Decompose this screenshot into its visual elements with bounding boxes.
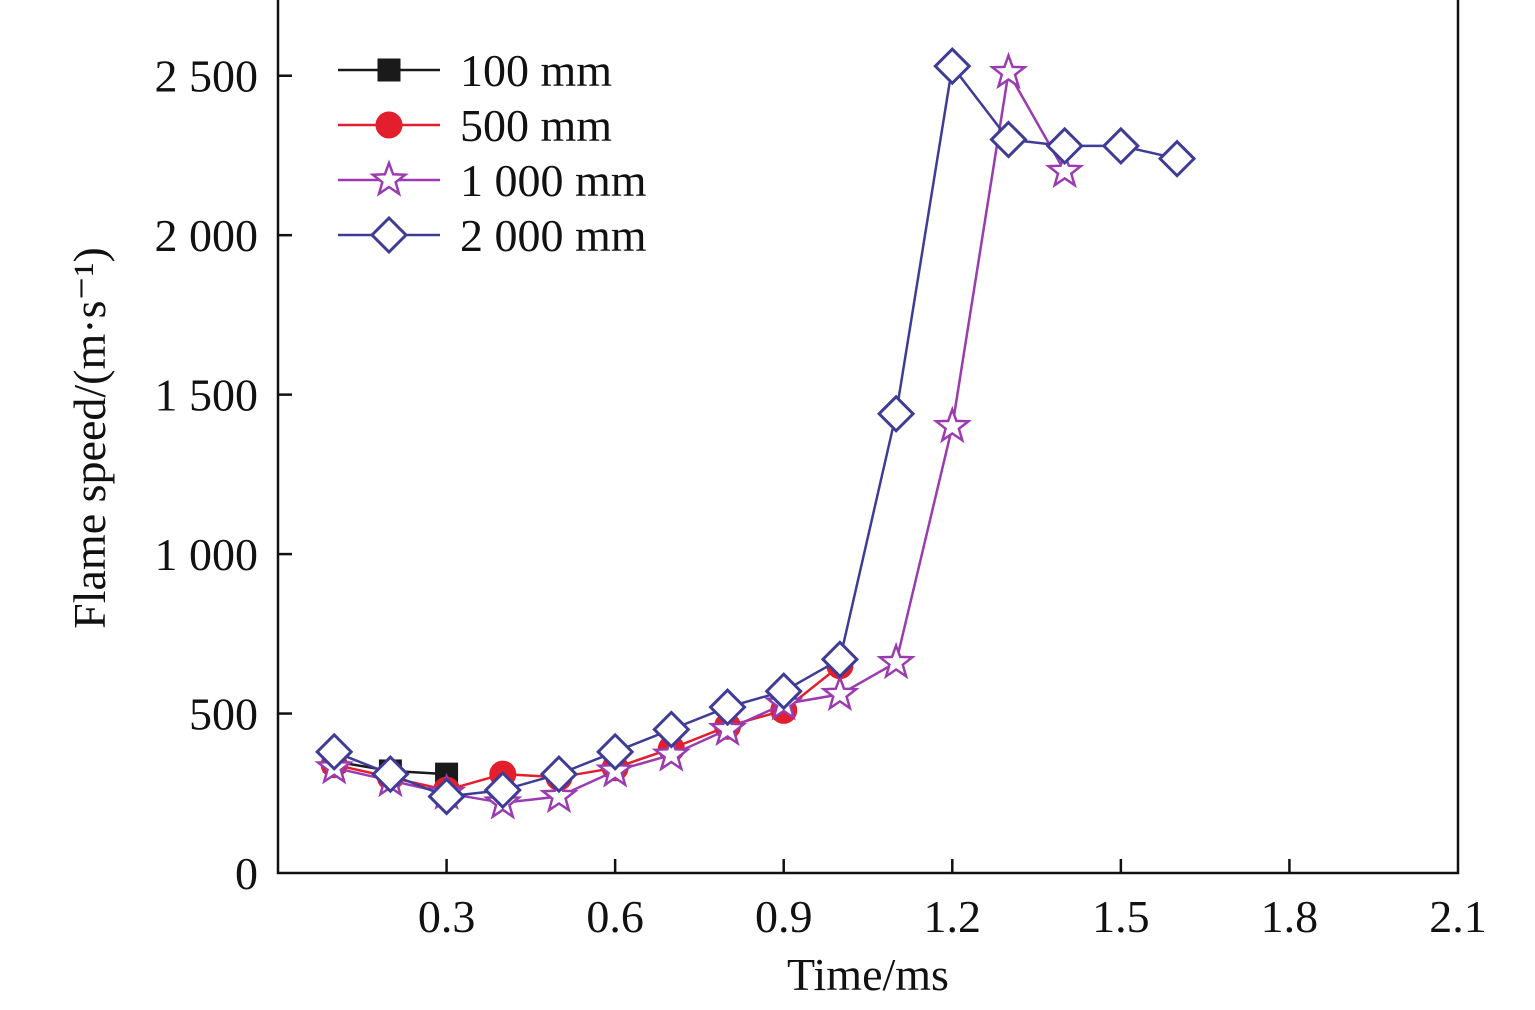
legend-marker [369,215,409,255]
x-tick-label: 0.6 [586,891,644,942]
data-point [988,51,1029,90]
data-point [371,755,410,794]
data-point [820,673,860,712]
data-point [539,775,579,814]
data-point [933,47,972,86]
y-axis: 0 500 1 000 1 500 2 000 2 500 [155,51,292,899]
legend-label: 100 mm [460,45,612,96]
data-point [539,755,579,794]
data-point [707,708,748,747]
legend-item: 1 000 mm [338,155,647,206]
legend-item: 100 mm [338,45,612,96]
series-3 [315,47,1197,816]
legend-marker [369,159,409,197]
series-layer [314,47,1197,820]
legend-label: 500 mm [460,100,612,151]
data-point [764,672,803,711]
data-point [876,641,916,680]
x-tick-label: 0.3 [418,891,476,942]
data-point [652,710,691,749]
x-tick-label: 0.9 [755,891,813,942]
data-point [483,770,522,810]
x-axis-title: Time/ms [787,949,949,1000]
data-point [876,394,916,433]
data-point [651,734,691,772]
y-tick-label: 0 [235,848,258,899]
data-point [1045,126,1084,166]
x-tick-label: 1.5 [1092,891,1150,942]
y-tick-label: 500 [189,689,258,740]
data-point [315,732,354,771]
x-axis: 0.3 0.6 0.9 1.2 1.5 1.8 2.1 [418,859,1487,942]
data-point [989,120,1028,159]
series-line [333,63,1178,798]
data-point [1045,150,1085,189]
plot-frame [276,0,1460,875]
legend-label: 2 000 mm [460,210,647,261]
x-tick-label: 1.8 [1261,891,1319,942]
data-point [427,777,466,816]
y-tick-label: 1 500 [155,370,259,421]
legend-marker [377,58,401,82]
legend-item: 500 mm [338,100,612,151]
series-line [333,68,1066,805]
data-point [1101,126,1140,166]
y-axis-title: Flame speed/(m·s⁻¹) [64,247,115,629]
data-point [708,688,747,727]
y-tick-label: 2 000 [155,210,259,261]
data-point [820,640,860,679]
x-tick-label: 1.2 [924,891,982,942]
y-tick-label: 1 000 [155,529,259,580]
legend-item: 2 000 mm [338,210,647,261]
legend-marker [375,111,403,139]
y-tick-label: 2 500 [155,51,259,102]
data-point [596,732,635,771]
data-point [1157,139,1197,178]
x-tick-label: 2.1 [1429,891,1487,942]
legend-label: 1 000 mm [460,155,647,206]
series-line [333,664,841,792]
series-2 [314,51,1085,820]
data-point [932,405,973,444]
